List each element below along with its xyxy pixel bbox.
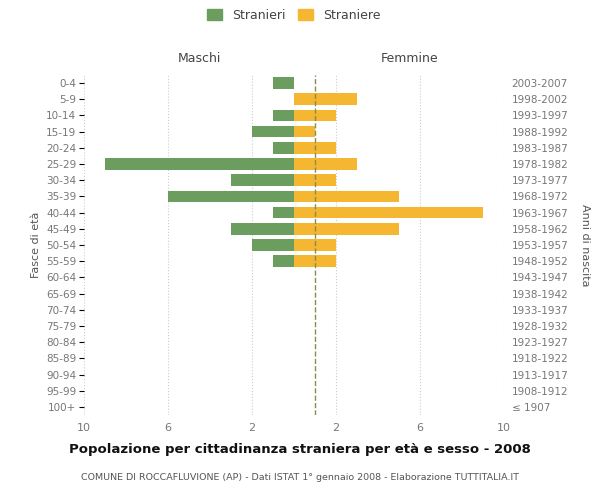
Text: Maschi: Maschi bbox=[178, 52, 221, 65]
Bar bbox=[294, 223, 399, 234]
Bar bbox=[294, 190, 399, 202]
Legend: Stranieri, Straniere: Stranieri, Straniere bbox=[207, 8, 381, 22]
Bar bbox=[168, 190, 294, 202]
Bar bbox=[294, 174, 336, 186]
Y-axis label: Fasce di età: Fasce di età bbox=[31, 212, 41, 278]
Bar bbox=[273, 142, 294, 154]
Text: COMUNE DI ROCCAFLUVIONE (AP) - Dati ISTAT 1° gennaio 2008 - Elaborazione TUTTITA: COMUNE DI ROCCAFLUVIONE (AP) - Dati ISTA… bbox=[81, 472, 519, 482]
Bar bbox=[252, 239, 294, 251]
Bar bbox=[273, 207, 294, 218]
Y-axis label: Anni di nascita: Anni di nascita bbox=[580, 204, 589, 286]
Text: Femmine: Femmine bbox=[380, 52, 439, 65]
Bar bbox=[294, 142, 336, 154]
Bar bbox=[294, 126, 315, 138]
Bar bbox=[294, 239, 336, 251]
Bar bbox=[273, 78, 294, 89]
Bar bbox=[105, 158, 294, 170]
Bar bbox=[294, 110, 336, 122]
Bar bbox=[294, 207, 483, 218]
Bar bbox=[273, 256, 294, 267]
Bar bbox=[273, 110, 294, 122]
Bar bbox=[294, 256, 336, 267]
Bar bbox=[231, 174, 294, 186]
Bar bbox=[294, 94, 357, 105]
Bar bbox=[252, 126, 294, 138]
Text: Popolazione per cittadinanza straniera per età e sesso - 2008: Popolazione per cittadinanza straniera p… bbox=[69, 442, 531, 456]
Bar bbox=[231, 223, 294, 234]
Bar bbox=[294, 158, 357, 170]
